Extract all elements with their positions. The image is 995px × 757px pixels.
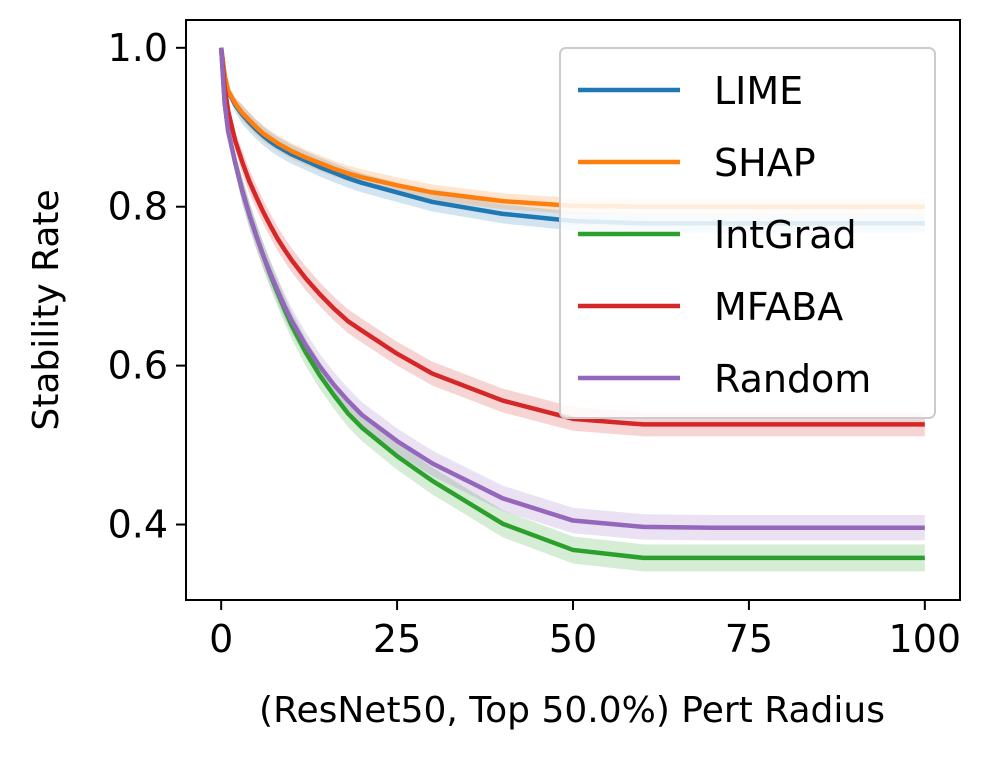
- legend-label-intgrad: IntGrad: [714, 213, 857, 257]
- x-tick-label: 25: [373, 617, 421, 661]
- legend-label-lime: LIME: [714, 69, 803, 113]
- x-tick-label: 100: [889, 617, 962, 661]
- y-axis-title: Stability Rate: [26, 189, 67, 430]
- y-tick-label: 1.0: [108, 26, 168, 70]
- y-tick-label: 0.4: [108, 503, 168, 547]
- x-axis-ticks: 0 25 50 75 100: [209, 600, 961, 661]
- x-tick-label: 0: [209, 617, 233, 661]
- x-tick-label: 75: [725, 617, 773, 661]
- line-random: [218, 47, 925, 530]
- legend: LIME SHAP IntGrad MFABA Random: [559, 47, 936, 419]
- legend-box: [559, 47, 936, 419]
- legend-label-shap: SHAP: [714, 141, 816, 185]
- legend-label-mfaba: MFABA: [714, 285, 843, 329]
- line-mfaba: [218, 47, 925, 427]
- x-axis-title: (ResNet50, Top 50.0%) Pert Radius: [259, 690, 885, 731]
- y-tick-label: 0.8: [108, 185, 168, 229]
- x-tick-label: 50: [549, 617, 597, 661]
- y-tick-label: 0.6: [108, 344, 168, 388]
- legend-label-random: Random: [714, 357, 871, 401]
- y-axis-ticks: 0.4 0.6 0.8 1.0: [108, 26, 186, 547]
